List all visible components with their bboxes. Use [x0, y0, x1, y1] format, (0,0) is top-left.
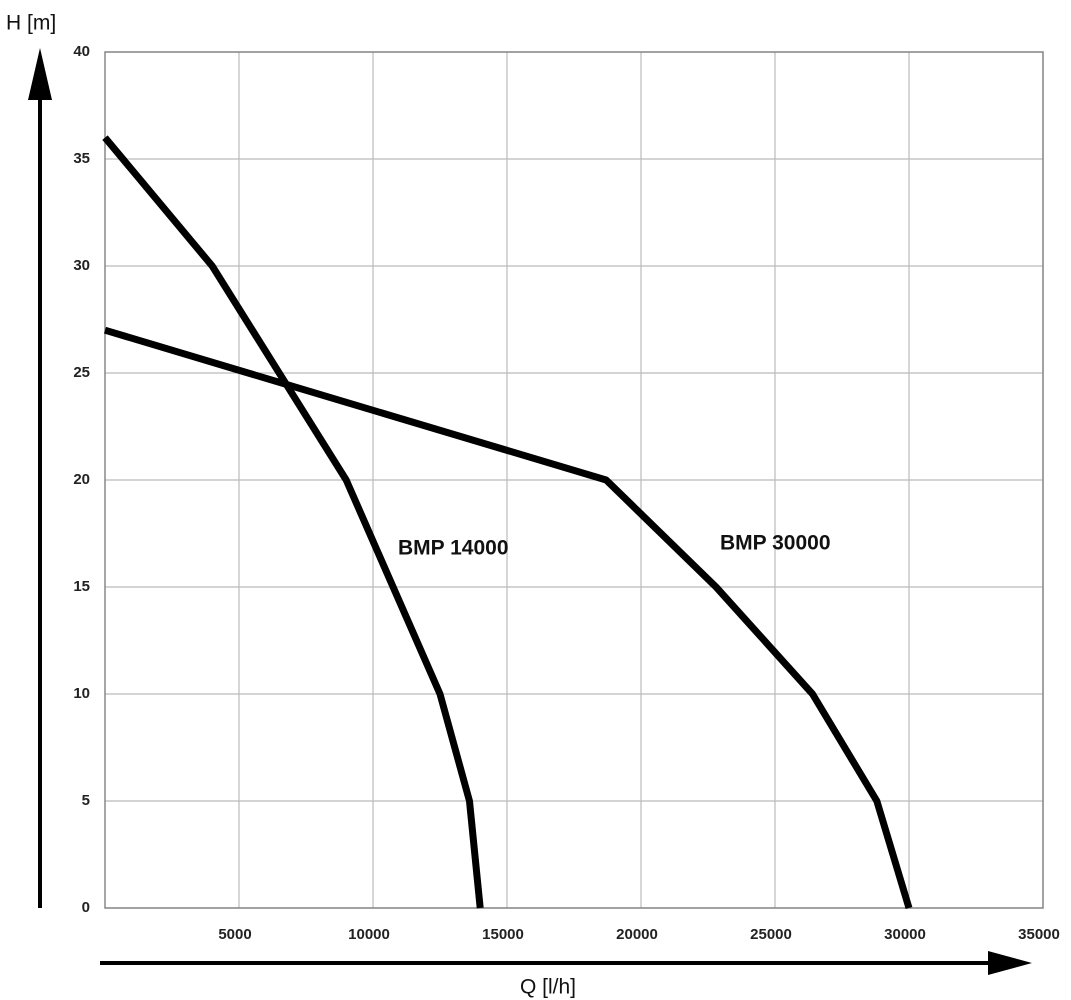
y-tick-label: 15 — [73, 578, 90, 595]
x-tick-label: 5000 — [218, 926, 251, 943]
y-tick-label: 35 — [73, 150, 90, 167]
y-axis-label: H [m] — [6, 12, 56, 35]
y-tick-label: 5 — [82, 792, 90, 809]
x-tick-label: 20000 — [616, 926, 658, 943]
series-label: BMP 30000 — [720, 532, 831, 555]
x-tick-label: 35000 — [1018, 926, 1060, 943]
x-tick-label: 25000 — [750, 926, 792, 943]
y-tick-label: 30 — [73, 257, 90, 274]
series-line — [103, 326, 913, 910]
plot-border — [104, 51, 1044, 909]
x-tick-label: 10000 — [348, 926, 390, 943]
x-tick-label: 30000 — [884, 926, 926, 943]
series-group — [102, 135, 913, 910]
y-tick-label: 20 — [73, 471, 90, 488]
series-line — [102, 135, 484, 909]
grid — [105, 51, 1044, 909]
x-tick-label: 15000 — [482, 926, 524, 943]
x-arrow-head — [988, 951, 1032, 975]
y-tick-label: 10 — [73, 685, 90, 702]
y-tick-label: 25 — [73, 364, 90, 381]
y-tick-label: 0 — [82, 899, 90, 916]
series-label: BMP 14000 — [398, 537, 509, 560]
x-axis-label: Q [l/h] — [520, 976, 576, 999]
y-tick-label: 40 — [73, 43, 90, 60]
y-arrow-head — [28, 48, 52, 100]
